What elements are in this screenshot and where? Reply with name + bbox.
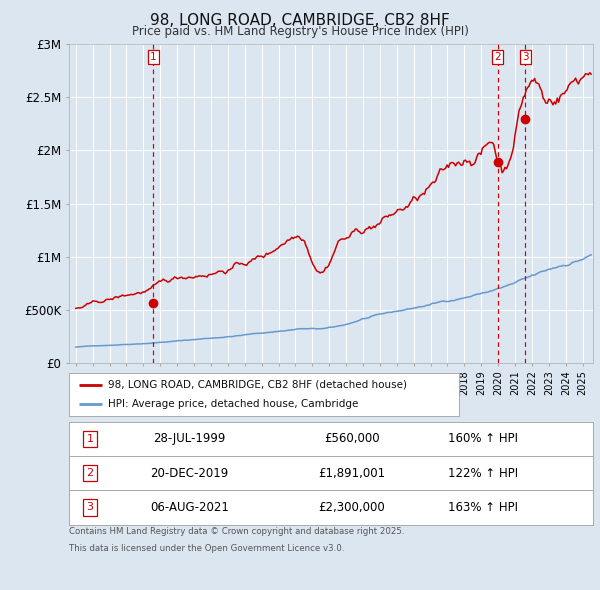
Text: 20-DEC-2019: 20-DEC-2019 — [151, 467, 229, 480]
Text: 160% ↑ HPI: 160% ↑ HPI — [448, 432, 518, 445]
Text: 06-AUG-2021: 06-AUG-2021 — [150, 501, 229, 514]
Text: 2: 2 — [494, 52, 501, 62]
Text: 98, LONG ROAD, CAMBRIDGE, CB2 8HF: 98, LONG ROAD, CAMBRIDGE, CB2 8HF — [150, 13, 450, 28]
Text: 1: 1 — [150, 52, 157, 62]
Text: Contains HM Land Registry data © Crown copyright and database right 2025.: Contains HM Land Registry data © Crown c… — [69, 527, 404, 536]
Text: 3: 3 — [86, 503, 94, 512]
Text: HPI: Average price, detached house, Cambridge: HPI: Average price, detached house, Camb… — [108, 399, 358, 409]
Text: 28-JUL-1999: 28-JUL-1999 — [153, 432, 226, 445]
Text: £560,000: £560,000 — [324, 432, 380, 445]
Text: This data is licensed under the Open Government Licence v3.0.: This data is licensed under the Open Gov… — [69, 544, 344, 553]
Text: £1,891,001: £1,891,001 — [318, 467, 385, 480]
Text: 98, LONG ROAD, CAMBRIDGE, CB2 8HF (detached house): 98, LONG ROAD, CAMBRIDGE, CB2 8HF (detac… — [108, 380, 407, 390]
Text: 122% ↑ HPI: 122% ↑ HPI — [448, 467, 518, 480]
Text: 163% ↑ HPI: 163% ↑ HPI — [448, 501, 518, 514]
Text: £2,300,000: £2,300,000 — [319, 501, 385, 514]
Text: 3: 3 — [522, 52, 529, 62]
Text: 2: 2 — [86, 468, 94, 478]
Text: 1: 1 — [86, 434, 94, 444]
Text: Price paid vs. HM Land Registry's House Price Index (HPI): Price paid vs. HM Land Registry's House … — [131, 25, 469, 38]
